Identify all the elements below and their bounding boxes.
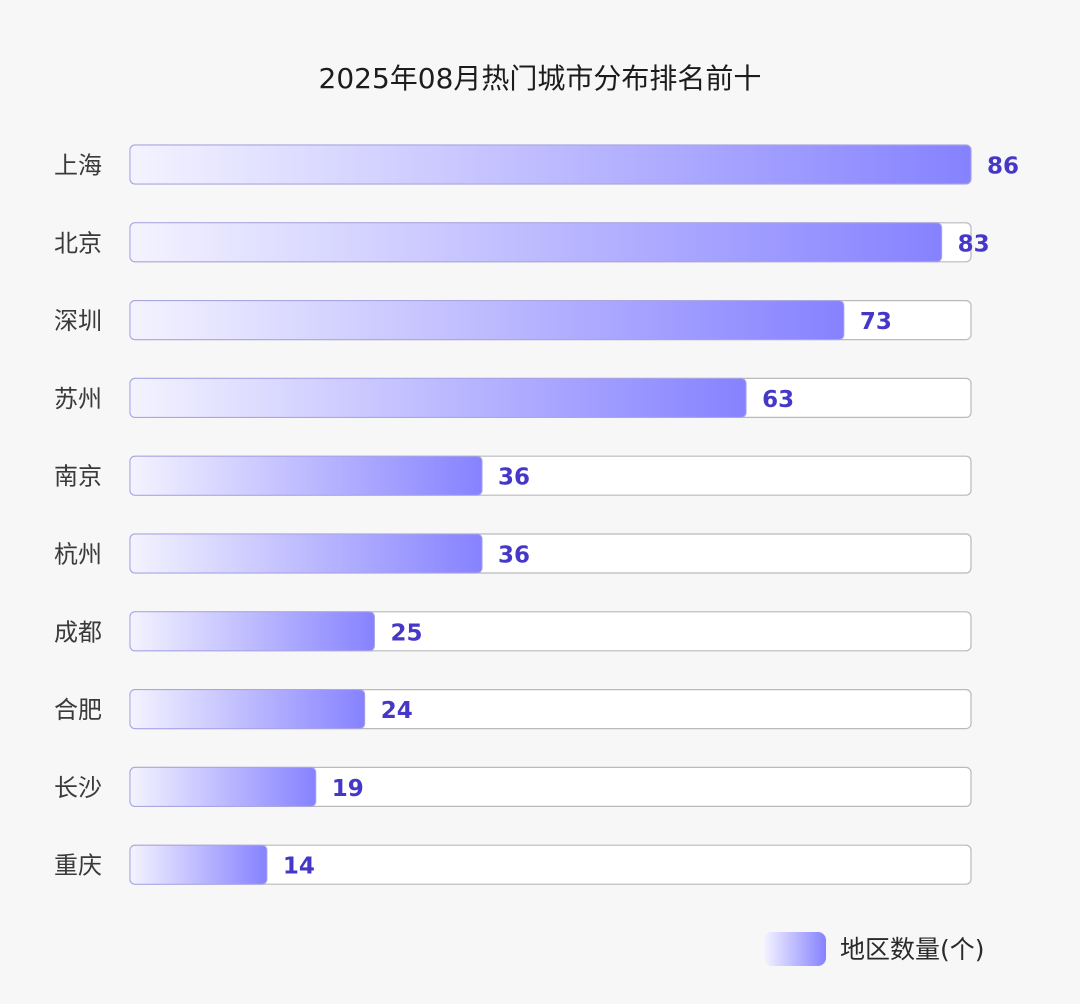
category-label: 苏州 <box>54 385 102 413</box>
value-label: 19 <box>332 776 364 802</box>
category-label: 北京 <box>54 229 102 257</box>
legend-swatch <box>764 932 826 966</box>
category-label: 杭州 <box>54 541 102 569</box>
bars-group: 上海 86 北京 83 深圳 73 苏州 63 南京 36 杭州 36 成都 25 合肥 24 长沙 19 重庆 14 <box>54 144 1019 885</box>
bar <box>129 377 747 418</box>
value-label: 86 <box>987 154 1019 180</box>
legend-label: 地区数量(个) <box>840 935 985 964</box>
bar <box>129 455 483 496</box>
bar <box>129 689 366 730</box>
value-label: 36 <box>498 543 530 569</box>
value-label: 36 <box>498 465 530 491</box>
bar <box>129 144 972 185</box>
bar <box>129 300 845 341</box>
value-label: 73 <box>860 309 892 335</box>
category-label: 重庆 <box>54 852 102 880</box>
bar <box>129 611 375 652</box>
value-label: 25 <box>390 620 422 646</box>
legend: 地区数量(个) <box>764 932 985 966</box>
bar <box>129 766 317 807</box>
category-label: 南京 <box>54 463 102 491</box>
bar <box>129 533 483 574</box>
category-label: 合肥 <box>54 696 102 724</box>
category-label: 上海 <box>54 152 102 180</box>
value-label: 24 <box>381 698 413 724</box>
chart-title: 2025年08月热门城市分布排名前十 <box>319 62 762 95</box>
bar <box>129 222 943 263</box>
category-label: 长沙 <box>54 774 102 802</box>
category-label: 成都 <box>54 618 102 646</box>
bar <box>129 844 268 885</box>
value-label: 14 <box>283 854 315 880</box>
category-label: 深圳 <box>54 307 102 335</box>
value-label: 63 <box>762 387 794 413</box>
value-label: 83 <box>958 231 990 257</box>
